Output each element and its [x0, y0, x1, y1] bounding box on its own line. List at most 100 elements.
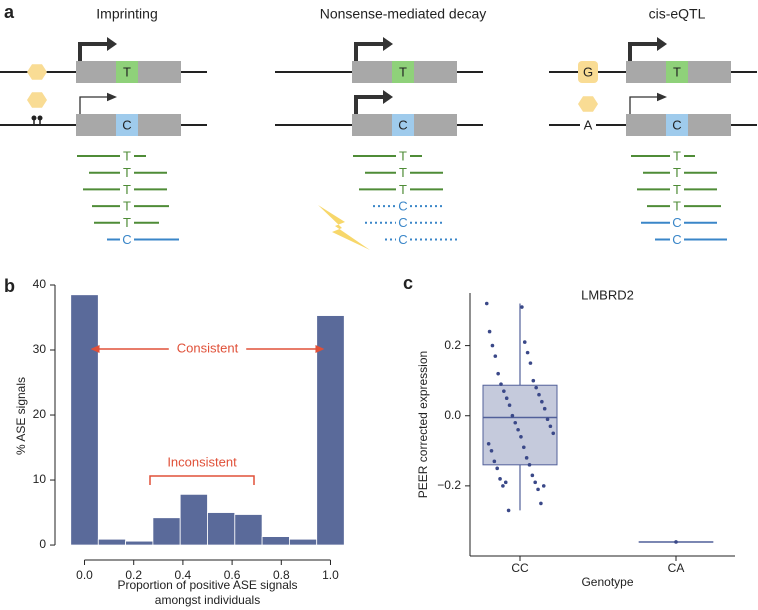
lightning-bolt — [318, 205, 370, 250]
allele: C — [398, 117, 407, 132]
allele-box — [666, 114, 688, 136]
read-allele: C — [672, 215, 681, 230]
arrow-head — [657, 37, 667, 51]
x-tick-label: 0.6 — [224, 568, 241, 582]
data-point — [534, 385, 538, 390]
data-point — [493, 354, 498, 358]
box — [482, 384, 558, 466]
data-point — [545, 417, 550, 422]
allele-box — [116, 61, 138, 83]
data-point — [513, 420, 518, 425]
arrow-head — [315, 345, 325, 353]
bar — [207, 512, 236, 546]
data-point — [490, 343, 495, 348]
annotation: Inconsistent — [167, 454, 237, 469]
data-point — [536, 487, 540, 492]
y-tick-label: −0.2 — [437, 478, 461, 492]
bar — [316, 315, 345, 546]
bar — [289, 538, 318, 546]
bar — [70, 294, 99, 546]
panel-label: c — [403, 273, 413, 293]
allele: T — [673, 64, 681, 79]
read-allele: T — [399, 182, 407, 197]
allele: T — [123, 64, 131, 79]
bar — [152, 517, 181, 546]
read-allele: C — [122, 232, 131, 247]
data-point — [528, 361, 533, 365]
arrow-head — [383, 37, 393, 51]
data-point — [539, 501, 543, 506]
x-tick-label: 0.8 — [273, 568, 290, 582]
read-allele: C — [398, 232, 407, 247]
x-tick-label: 0.0 — [76, 568, 93, 582]
data-point — [520, 305, 524, 309]
transcription-factor — [27, 64, 47, 80]
x-axis-label: Proportion of positive ASE signals — [117, 578, 297, 592]
data-point — [489, 449, 494, 453]
data-point — [537, 392, 541, 397]
arrow-head — [383, 90, 393, 104]
read-allele: T — [123, 165, 131, 180]
y-tick-label: 0.0 — [444, 408, 461, 422]
tss-arrow — [78, 42, 109, 61]
y-axis-label: % ASE signals — [14, 377, 28, 455]
bracket — [149, 475, 255, 485]
data-point — [541, 484, 546, 488]
read-allele: T — [123, 182, 131, 197]
data-point — [527, 463, 532, 467]
read-allele: T — [123, 215, 131, 230]
allele-box — [392, 61, 414, 83]
data-point — [522, 340, 527, 344]
data-point — [498, 477, 502, 481]
y-tick-label: 20 — [33, 407, 47, 421]
data-point — [487, 329, 492, 334]
chart-title: LMBRD2 — [581, 287, 634, 302]
data-point — [548, 424, 553, 429]
bar — [179, 493, 208, 546]
read-allele: T — [399, 148, 407, 163]
bar — [234, 514, 263, 546]
tss-arrow — [628, 42, 659, 61]
y-tick-label: 0 — [39, 537, 46, 551]
read-allele: C — [672, 232, 681, 247]
bar — [97, 538, 126, 546]
x-tick-label: CC — [511, 561, 529, 575]
data-point — [507, 403, 512, 408]
allele-box — [116, 114, 138, 136]
x-axis-label: amongst individuals — [155, 593, 260, 607]
tss-arrow — [79, 96, 109, 114]
x-axis-label: Genotype — [581, 575, 633, 589]
x-tick-label: 1.0 — [322, 568, 339, 582]
read-allele: T — [123, 199, 131, 214]
column-title: Nonsense-mediated decay — [320, 6, 487, 22]
tss-arrow — [354, 42, 385, 61]
x-tick-label: 0.4 — [175, 568, 192, 582]
data-point — [504, 396, 509, 401]
data-point — [492, 459, 497, 464]
tss-arrow — [629, 96, 659, 114]
column-title: cis-eQTL — [649, 6, 706, 22]
transcription-factor — [27, 92, 47, 108]
data-point — [495, 466, 500, 471]
read-allele: T — [399, 165, 407, 180]
arrow-head — [657, 92, 667, 102]
column-title: Imprinting — [96, 6, 157, 22]
allele-box — [392, 114, 414, 136]
read-allele: C — [398, 215, 407, 230]
data-point — [510, 413, 515, 418]
y-tick-label: 10 — [33, 472, 47, 486]
transcription-factor — [578, 96, 598, 112]
data-point — [674, 540, 678, 544]
arrow-head — [90, 345, 100, 353]
panel-label: a — [4, 2, 15, 22]
read-allele: C — [398, 199, 407, 214]
data-point — [501, 484, 505, 488]
data-point — [496, 371, 500, 376]
arrow-head — [107, 92, 117, 102]
y-tick-label: 40 — [33, 277, 47, 291]
data-point — [525, 350, 530, 355]
data-point — [533, 480, 537, 485]
data-point — [502, 389, 506, 393]
bar — [261, 536, 290, 546]
